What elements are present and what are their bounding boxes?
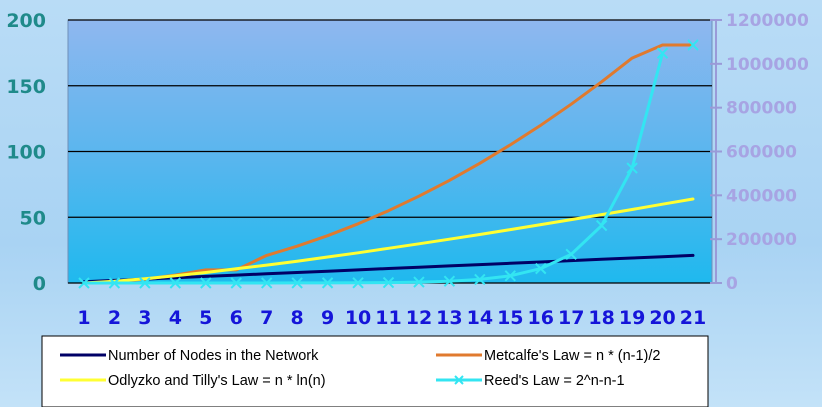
x-tick-label: 18 bbox=[588, 307, 614, 329]
x-tick-label: 16 bbox=[528, 307, 554, 329]
y-right-tick-label: 1200000 bbox=[726, 11, 809, 31]
series-line-0 bbox=[82, 253, 695, 284]
x-tick-label: 4 bbox=[169, 307, 182, 329]
series-marker bbox=[139, 277, 151, 289]
x-tick-label: 14 bbox=[467, 307, 493, 329]
series-marker bbox=[200, 277, 212, 289]
y-right-tick-label: 1000000 bbox=[726, 55, 809, 75]
x-tick-label: 17 bbox=[558, 307, 584, 329]
legend-label-0: Number of Nodes in the Network bbox=[108, 348, 319, 364]
series-marker bbox=[474, 273, 486, 286]
x-tick-label: 8 bbox=[291, 307, 304, 329]
series-marker bbox=[687, 39, 699, 51]
x-tick-label: 5 bbox=[199, 307, 212, 329]
series-marker bbox=[413, 276, 425, 288]
series-marker bbox=[352, 277, 364, 289]
x-tick-label: 20 bbox=[649, 307, 675, 329]
x-tick-label: 19 bbox=[619, 307, 645, 329]
series-marker bbox=[108, 277, 121, 289]
series-marker bbox=[260, 277, 273, 289]
x-tick-label: 12 bbox=[406, 307, 432, 329]
series-marker bbox=[443, 275, 456, 287]
series-marker bbox=[626, 162, 638, 174]
legend-label-2: Odlyzko and Tilly's Law = n * ln(n) bbox=[108, 373, 326, 389]
x-tick-label: 13 bbox=[436, 307, 462, 329]
x-tick-label: 21 bbox=[680, 307, 706, 329]
series-marker bbox=[656, 47, 669, 59]
y-right-tick-label: 200000 bbox=[726, 230, 797, 250]
series-marker bbox=[504, 270, 517, 282]
y-right-tick-label: 0 bbox=[726, 274, 738, 294]
x-tick-label: 6 bbox=[230, 307, 243, 329]
x-tick-label: 1 bbox=[77, 307, 90, 329]
x-tick-label: 9 bbox=[321, 307, 334, 329]
series-line-2 bbox=[82, 197, 695, 285]
y-left-tick-label: 50 bbox=[20, 207, 46, 229]
legend-label-3: Reed's Law = 2^n-n-1 bbox=[484, 373, 625, 389]
y-left-tick-label: 150 bbox=[6, 76, 46, 98]
series-marker bbox=[565, 248, 577, 260]
y-right-tick-label: 800000 bbox=[726, 99, 797, 119]
x-tick-label: 3 bbox=[138, 307, 151, 329]
x-tick-label: 10 bbox=[345, 307, 371, 329]
x-tick-label: 11 bbox=[375, 307, 401, 329]
y-left-tick-label: 100 bbox=[6, 142, 46, 164]
series-marker bbox=[78, 277, 90, 289]
legend-marker bbox=[454, 375, 464, 385]
y-left-tick-label: 0 bbox=[33, 273, 46, 295]
series-marker bbox=[291, 277, 303, 289]
series-marker bbox=[595, 219, 608, 232]
series-marker bbox=[169, 277, 182, 289]
y-left-tick-label: 200 bbox=[6, 10, 46, 32]
series-marker bbox=[535, 262, 547, 275]
x-tick-label: 7 bbox=[260, 307, 273, 329]
y-right-tick-label: 600000 bbox=[726, 143, 797, 163]
series-marker bbox=[382, 276, 395, 289]
series-line-3 bbox=[82, 51, 664, 285]
series-marker bbox=[321, 277, 334, 289]
x-tick-label: 15 bbox=[497, 307, 523, 329]
series-marker bbox=[230, 277, 242, 289]
y-right-tick-label: 400000 bbox=[726, 186, 797, 206]
legend-label-1: Metcalfe's Law = n * (n-1)/2 bbox=[484, 348, 660, 364]
legend bbox=[41, 335, 709, 407]
x-tick-label: 2 bbox=[108, 307, 121, 329]
